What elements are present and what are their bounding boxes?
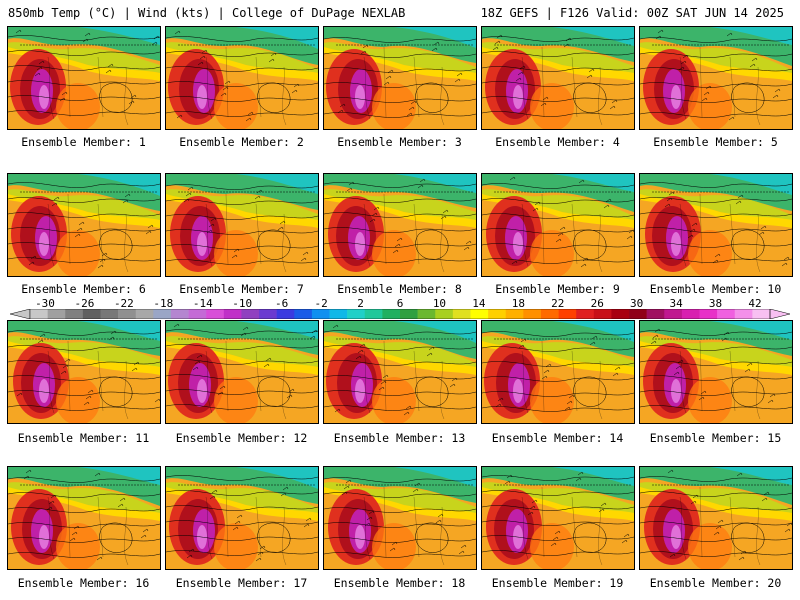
ensemble-member-label: Ensemble Member: 10: [649, 282, 782, 296]
ensemble-member-label: Ensemble Member: 2: [179, 135, 304, 149]
legend-tick: -26: [74, 297, 95, 310]
ensemble-member-label: Ensemble Member: 13: [333, 431, 466, 445]
legend-tick: -6: [275, 297, 289, 310]
ensemble-member-map: [639, 466, 793, 570]
ensemble-member-map: [639, 320, 793, 424]
ensemble-member-label: Ensemble Member: 4: [495, 135, 620, 149]
ensemble-member-label: Ensemble Member: 9: [495, 282, 620, 296]
ensemble-member-map: [7, 26, 161, 130]
ensemble-member-map: [7, 320, 161, 424]
ensemble-member-map: [481, 320, 635, 424]
legend-tick: 6: [396, 297, 404, 310]
legend-tick: 30: [630, 297, 644, 310]
ensemble-member-map: [323, 320, 477, 424]
ensemble-member-label: Ensemble Member: 7: [179, 282, 304, 296]
ensemble-member-map: [481, 173, 635, 277]
legend-tick: 34: [669, 297, 683, 310]
ensemble-member-map: [639, 173, 793, 277]
legend-tick: 18: [511, 297, 525, 310]
legend-tick: 2: [357, 297, 364, 310]
ensemble-member-map: [323, 26, 477, 130]
ensemble-member-label: Ensemble Member: 11: [17, 431, 150, 445]
legend-tick: 10: [432, 297, 447, 310]
ensemble-member-map: [165, 320, 319, 424]
legend-tick: 38: [708, 297, 723, 310]
ensemble-member-label: Ensemble Member: 1: [21, 135, 146, 149]
legend-tick: -14: [192, 297, 213, 310]
ensemble-member-label: Ensemble Member: 19: [491, 576, 624, 590]
legend-tick: -22: [113, 297, 134, 310]
legend-color-bar: [10, 309, 790, 319]
legend-tick: -2: [314, 297, 328, 310]
legend-tick: 14: [472, 297, 486, 310]
ensemble-member-label: Ensemble Member: 5: [653, 135, 778, 149]
ensemble-member-label: Ensemble Member: 3: [337, 135, 462, 149]
ensemble-member-label: Ensemble Member: 20: [649, 576, 782, 590]
ensemble-member-label: Ensemble Member: 12: [175, 431, 308, 445]
ensemble-member-map: [323, 466, 477, 570]
legend-tick: -30: [35, 297, 55, 310]
ensemble-member-map: [639, 26, 793, 130]
ensemble-member-map: [165, 173, 319, 277]
ensemble-member-label: Ensemble Member: 15: [649, 431, 782, 445]
ensemble-member-map: [323, 173, 477, 277]
ensemble-member-label: Ensemble Member: 18: [333, 576, 466, 590]
ensemble-member-map: [481, 466, 635, 570]
ensemble-member-label: Ensemble Member: 8: [337, 282, 462, 296]
ensemble-member-label: Ensemble Member: 14: [491, 431, 624, 445]
legend-tick: -10: [232, 297, 253, 310]
temperature-legend: -30 -26 -22 -18 -14 -10 -6 -2 2 6 10 14 18 22 26 30 34 38…: [10, 297, 790, 321]
ensemble-member-label: Ensemble Member: 6: [21, 282, 146, 296]
ensemble-member-map: [7, 466, 161, 570]
legend-tick: 22: [551, 297, 565, 310]
ensemble-member-map: [7, 173, 161, 277]
map-title: 850mb Temp (°C) | Wind (kts) | College o…: [8, 6, 406, 20]
legend-tick-labels: -30 -26 -22 -18 -14 -10 -6 -2 2 6 10 14 18 22 26 30 34 38…: [10, 297, 790, 310]
ensemble-member-label: Ensemble Member: 16: [17, 576, 150, 590]
ensemble-member-map: [165, 26, 319, 130]
legend-tick: -18: [153, 297, 174, 310]
ensemble-member-map: [481, 26, 635, 130]
ensemble-member-label: Ensemble Member: 17: [175, 576, 308, 590]
model-run-info: 18Z GEFS | F126 Valid: 00Z SAT JUN 14 20…: [480, 6, 784, 20]
legend-tick: 26: [590, 297, 604, 310]
ensemble-member-map: [165, 466, 319, 570]
legend-tick: 42: [748, 297, 762, 310]
